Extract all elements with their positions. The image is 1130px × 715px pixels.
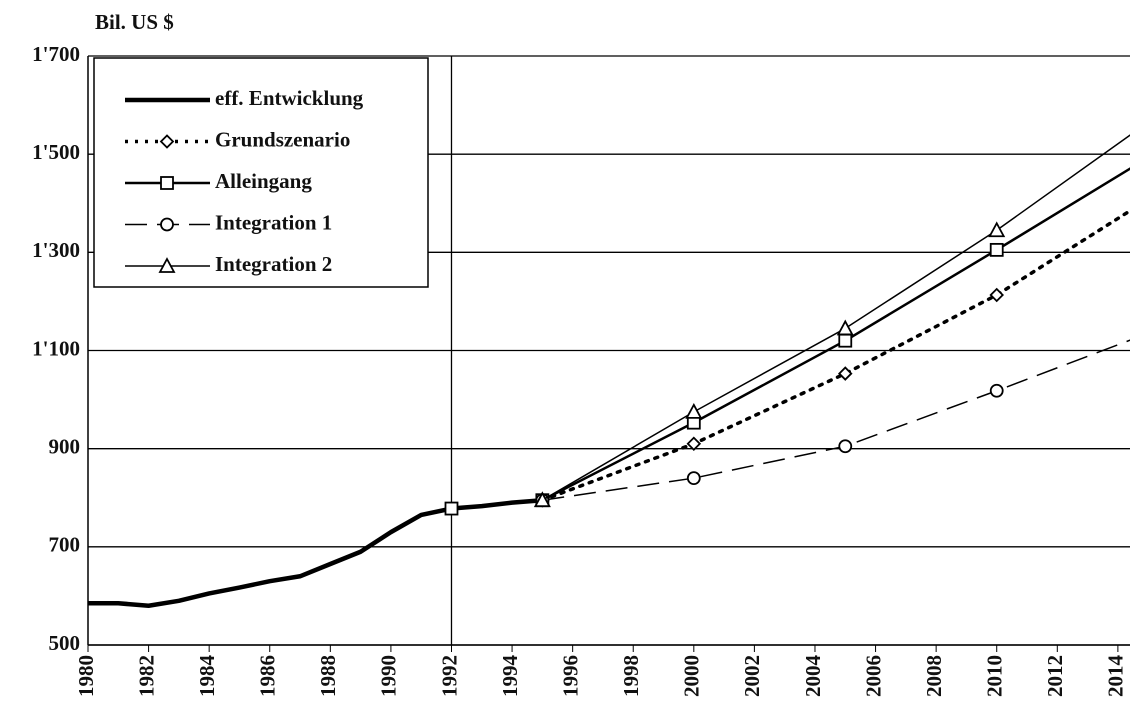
x-tick-label: 2008 (922, 655, 946, 697)
marker (159, 134, 175, 149)
marker (533, 491, 551, 508)
x-tick-label: 1984 (195, 655, 219, 698)
series-line (541, 134, 1130, 501)
x-tick-label: 1988 (316, 655, 340, 697)
series-line (88, 497, 543, 608)
marker (160, 176, 174, 190)
marker (685, 402, 703, 419)
x-tick-label: 2012 (1043, 655, 1067, 697)
marker (686, 471, 701, 486)
marker (989, 287, 1004, 303)
x-tick-label: 2006 (861, 655, 885, 697)
marker (686, 436, 702, 452)
marker (989, 383, 1004, 398)
x-tick-label: 1998 (619, 655, 643, 697)
legend-label: Integration 2 (215, 252, 332, 276)
x-tick-label: 1980 (74, 655, 98, 697)
x-tick-label: 1982 (134, 655, 158, 697)
x-tick-label: 1994 (498, 655, 522, 698)
marker (444, 501, 459, 516)
marker (158, 257, 176, 273)
marker (836, 319, 854, 336)
y-tick-label: 1'100 (32, 336, 80, 360)
marker (989, 242, 1004, 257)
y-tick-label: 1'500 (32, 140, 80, 164)
marker (837, 366, 853, 381)
x-tick-label: 1986 (256, 655, 280, 697)
plot-area (88, 134, 1130, 608)
x-tick-label: 2000 (680, 655, 704, 697)
x-tick-label: 2014 (1104, 655, 1128, 698)
series-line (451, 167, 1130, 510)
x-tick-label: 2002 (740, 655, 764, 697)
x-tick-label: 1992 (437, 655, 461, 697)
legend-box (93, 57, 429, 288)
legend-label: Grundszenario (215, 127, 350, 151)
y-axis-label: Bil. US $ (95, 10, 174, 34)
legend-label: Integration 1 (215, 210, 332, 234)
marker (838, 439, 853, 454)
marker (160, 217, 174, 232)
x-tick-label: 1996 (558, 655, 582, 697)
legend-label: Alleingang (215, 169, 312, 193)
y-tick-label: 1'300 (32, 238, 80, 262)
marker (988, 221, 1006, 238)
legend-label: eff. Entwicklung (215, 86, 364, 110)
y-tick-label: 700 (49, 533, 81, 557)
x-tick-label: 2004 (801, 655, 825, 698)
series-line (542, 339, 1130, 501)
y-tick-label: 900 (49, 434, 81, 458)
y-tick-label: 1'700 (32, 42, 80, 66)
x-tick-label: 1990 (377, 655, 401, 697)
y-tick-label: 500 (49, 631, 81, 655)
x-tick-label: 2010 (983, 655, 1007, 697)
marker (838, 333, 853, 348)
